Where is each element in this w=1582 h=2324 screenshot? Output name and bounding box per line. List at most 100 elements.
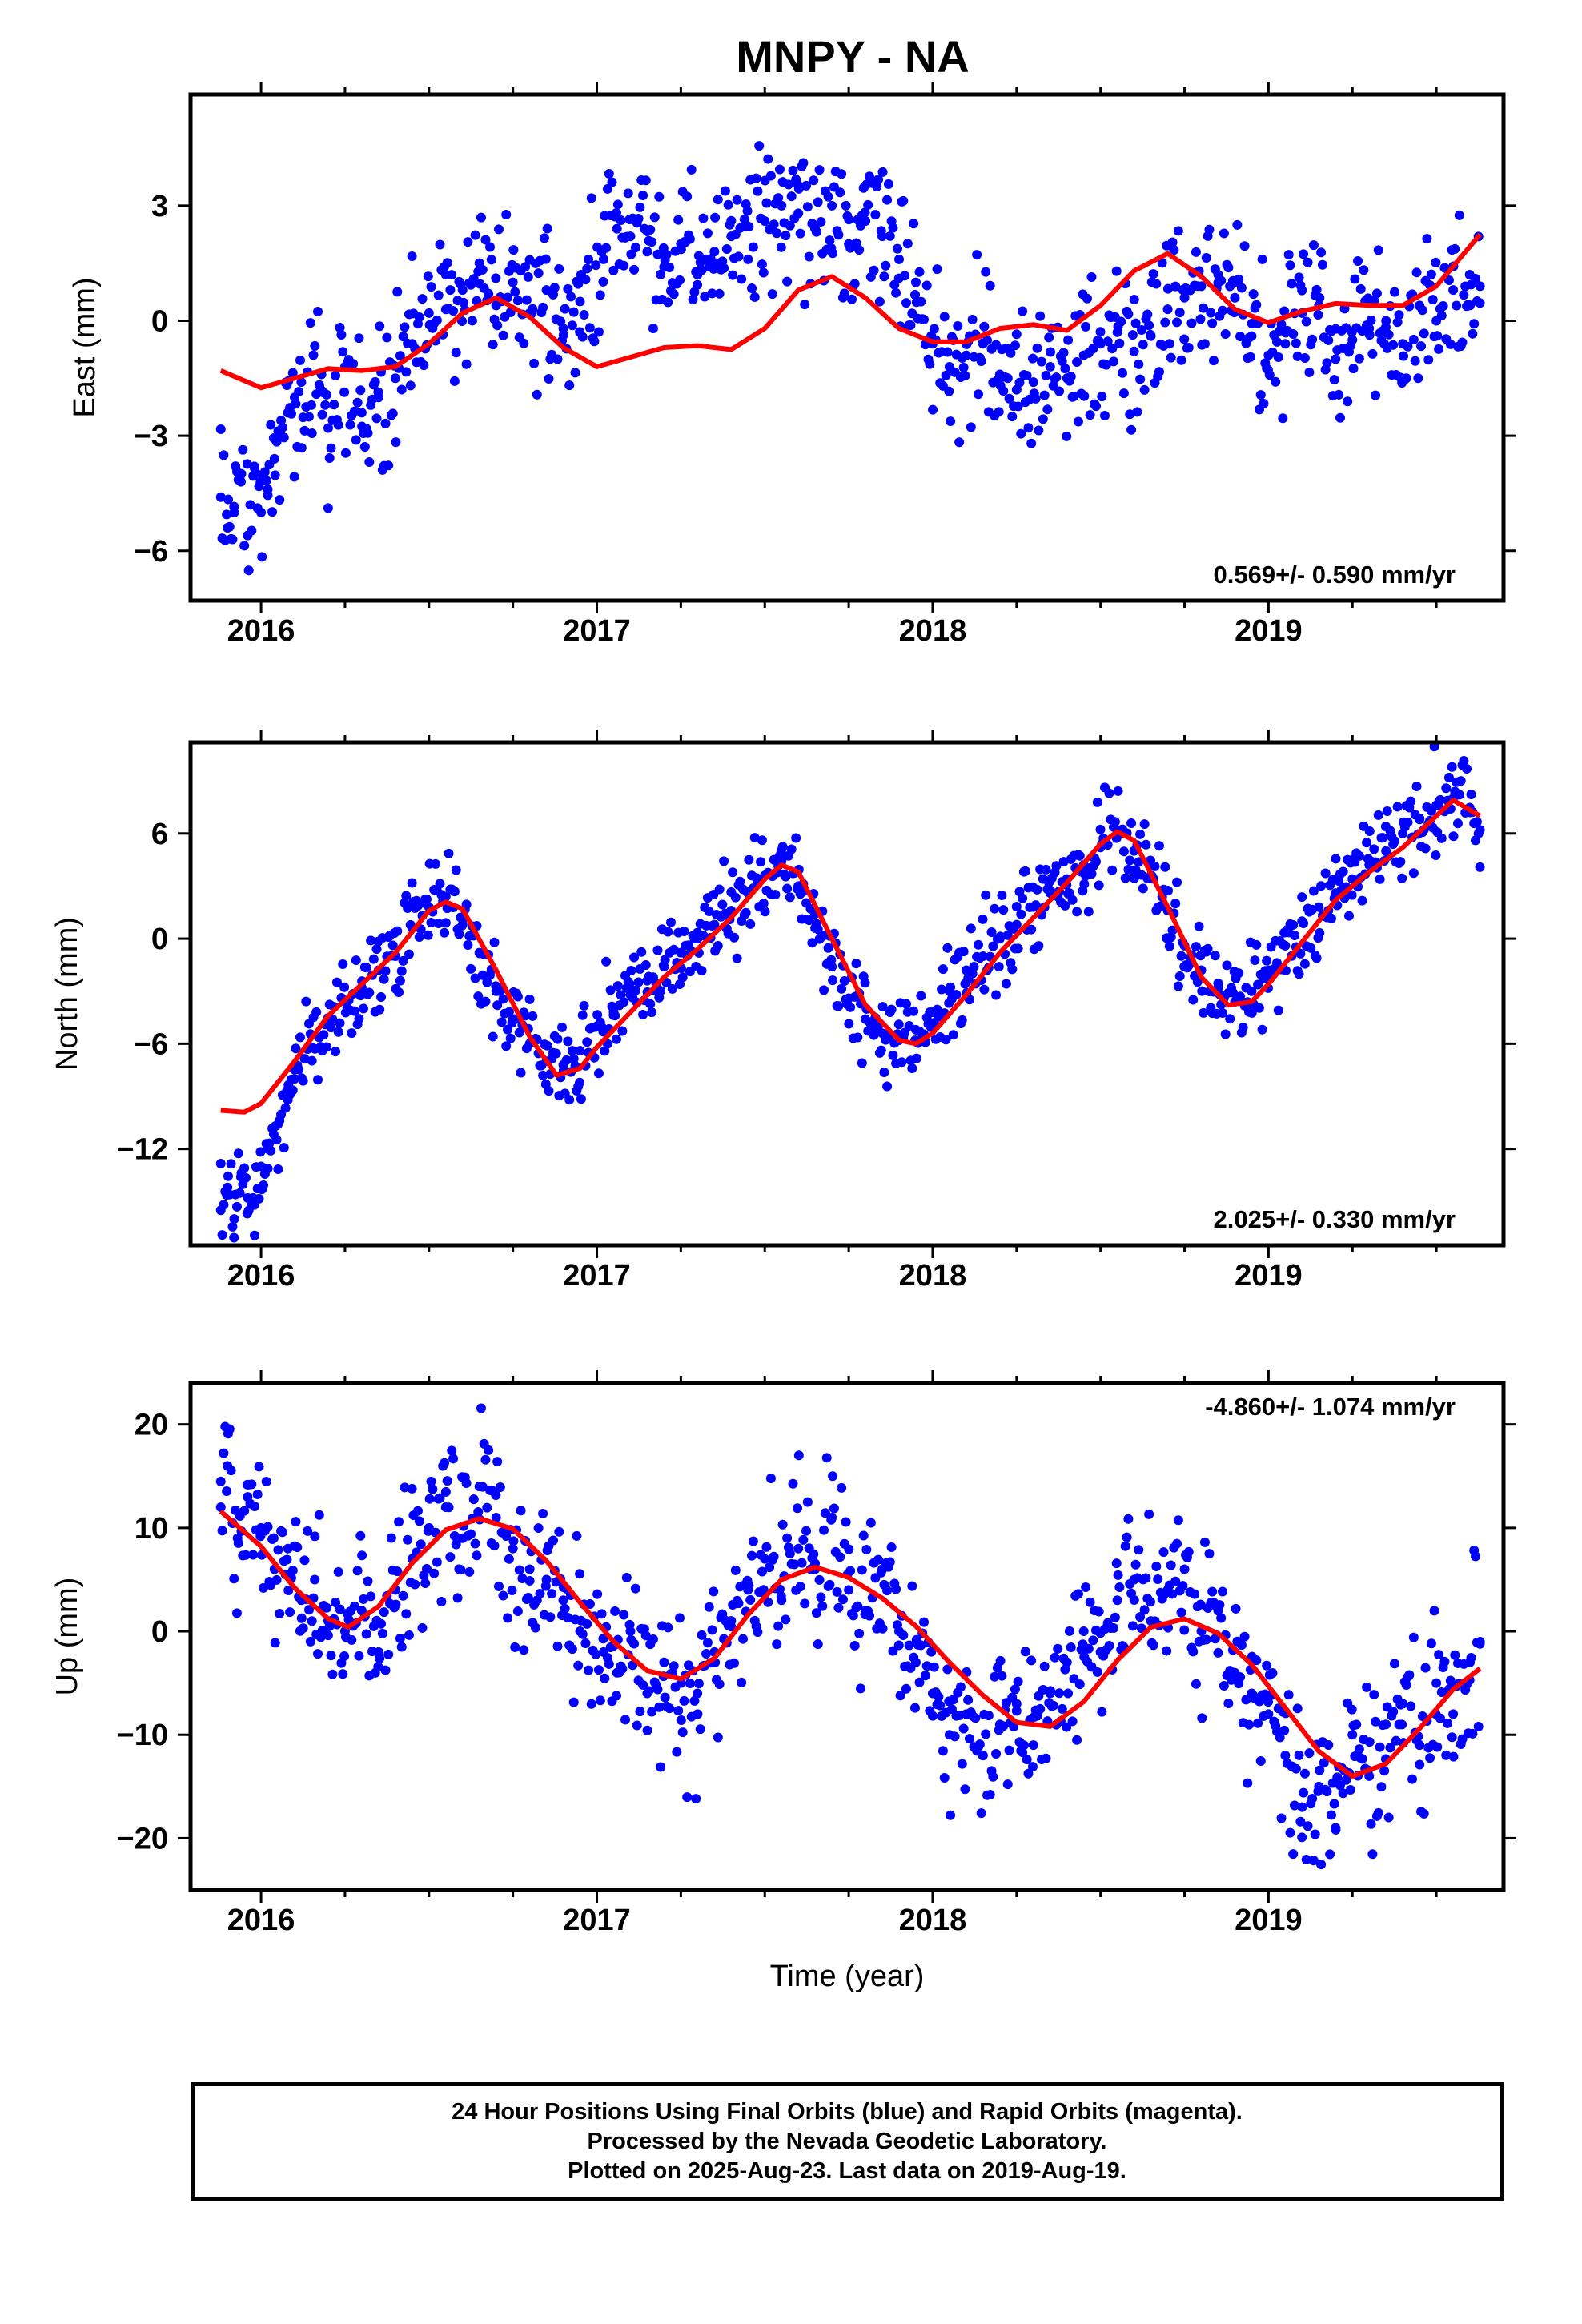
up-daily-point bbox=[516, 1506, 526, 1516]
north-daily-point bbox=[633, 977, 644, 987]
east-daily-point bbox=[245, 500, 255, 510]
north-daily-point bbox=[1364, 826, 1375, 837]
north-daily-point bbox=[488, 1031, 498, 1042]
north-daily-point bbox=[951, 990, 962, 1000]
east-daily-point bbox=[261, 475, 271, 485]
east-daily-point bbox=[828, 248, 838, 259]
up-daily-point bbox=[310, 1531, 320, 1542]
east-daily-point bbox=[470, 230, 480, 240]
east-daily-point bbox=[789, 213, 800, 223]
north-daily-point bbox=[351, 955, 361, 966]
north-daily-point bbox=[286, 1074, 296, 1084]
north-daily-point bbox=[470, 973, 480, 983]
north-daily-point bbox=[1235, 991, 1246, 1002]
east-daily-point bbox=[781, 231, 791, 241]
east-daily-point bbox=[914, 267, 925, 277]
east-daily-point bbox=[1313, 310, 1323, 320]
north-daily-point bbox=[1139, 819, 1150, 830]
east-daily-point bbox=[720, 186, 730, 196]
east-daily-point bbox=[1127, 330, 1138, 340]
up-daily-point bbox=[814, 1574, 825, 1585]
east-daily-point bbox=[772, 228, 782, 239]
up-point bbox=[1179, 1564, 1190, 1574]
up-daily-point bbox=[1406, 1701, 1416, 1711]
up-daily-point bbox=[1139, 1605, 1150, 1615]
north-daily-point bbox=[1134, 857, 1144, 867]
east-daily-point bbox=[501, 209, 512, 219]
east-daily-point bbox=[939, 312, 950, 322]
east-daily-point bbox=[982, 335, 993, 345]
east-daily-point bbox=[756, 213, 766, 223]
up-daily-point bbox=[1178, 1581, 1188, 1591]
north-daily-point bbox=[299, 1054, 310, 1064]
up-daily-point bbox=[642, 1725, 652, 1735]
north-daily-point bbox=[1447, 762, 1457, 772]
north-daily-point bbox=[735, 876, 745, 887]
east-daily-point bbox=[1123, 309, 1134, 320]
east-daily-point bbox=[544, 373, 554, 384]
east-daily-point bbox=[635, 202, 645, 212]
north-daily-point bbox=[273, 1164, 283, 1174]
north-daily-point bbox=[1326, 913, 1336, 923]
east-daily-point bbox=[753, 186, 763, 196]
north-daily-point bbox=[298, 1076, 308, 1086]
east-daily-point bbox=[1148, 269, 1158, 279]
up-daily-point bbox=[1439, 1656, 1450, 1667]
east-daily-point bbox=[1452, 300, 1462, 311]
up-xlabel: Time (year) bbox=[770, 1960, 925, 1993]
north-daily-point bbox=[1294, 969, 1304, 979]
up-daily-point bbox=[489, 1541, 500, 1551]
east-daily-point bbox=[1288, 328, 1299, 339]
north-daily-point bbox=[782, 883, 793, 894]
up-daily-point bbox=[652, 1684, 663, 1695]
east-daily-point bbox=[533, 268, 544, 279]
north-daily-point bbox=[551, 1048, 561, 1059]
east-daily-point bbox=[1118, 368, 1128, 378]
north-daily-point bbox=[807, 938, 817, 948]
east-daily-point bbox=[224, 521, 235, 532]
east-daily-point bbox=[1186, 318, 1197, 328]
north-daily-point bbox=[512, 991, 523, 1002]
east-daily-point bbox=[477, 264, 488, 275]
east-daily-point bbox=[1244, 332, 1255, 343]
north-daily-point bbox=[760, 907, 770, 917]
east-daily-point bbox=[463, 237, 473, 247]
up-daily-point bbox=[507, 1586, 517, 1596]
north-daily-point bbox=[845, 1002, 856, 1012]
east-daily-point bbox=[883, 179, 893, 189]
east-daily-point bbox=[1018, 306, 1028, 316]
north-daily-point bbox=[995, 931, 1006, 942]
east-daily-point bbox=[602, 183, 612, 194]
up-daily-point bbox=[1122, 1532, 1132, 1542]
up-ytick-label: 20 bbox=[135, 1409, 168, 1442]
east-daily-point bbox=[1317, 259, 1327, 270]
north-daily-point bbox=[946, 982, 956, 992]
east-daily-point bbox=[303, 412, 314, 422]
east-daily-point bbox=[1380, 322, 1391, 332]
north-daily-point bbox=[575, 1077, 585, 1088]
east-daily-point bbox=[331, 370, 341, 380]
up-point bbox=[1112, 1595, 1122, 1606]
up-daily-point bbox=[572, 1530, 582, 1541]
east-daily-point bbox=[456, 279, 466, 289]
east-daily-point bbox=[1283, 250, 1294, 260]
east-daily-point bbox=[1432, 331, 1443, 341]
north-daily-point bbox=[266, 1145, 276, 1156]
north-daily-point bbox=[279, 1143, 289, 1153]
up-daily-point bbox=[1310, 1829, 1320, 1839]
north-daily-point bbox=[916, 991, 926, 1001]
north-daily-point bbox=[1316, 881, 1327, 891]
east-daily-point bbox=[1355, 283, 1366, 294]
up-daily-point bbox=[554, 1526, 564, 1537]
east-rate-label: 0.569+/- 0.590 mm/yr bbox=[1214, 561, 1456, 589]
east-daily-point bbox=[1183, 343, 1194, 353]
up-daily-point bbox=[470, 1538, 480, 1549]
east-daily-point bbox=[1176, 355, 1186, 365]
east-daily-point bbox=[259, 467, 270, 477]
north-daily-point bbox=[568, 1054, 579, 1064]
east-point bbox=[424, 308, 434, 318]
east-daily-point bbox=[1014, 377, 1025, 388]
north-daily-point bbox=[1347, 890, 1357, 900]
east-daily-point bbox=[435, 239, 445, 250]
east-daily-point bbox=[957, 353, 967, 364]
